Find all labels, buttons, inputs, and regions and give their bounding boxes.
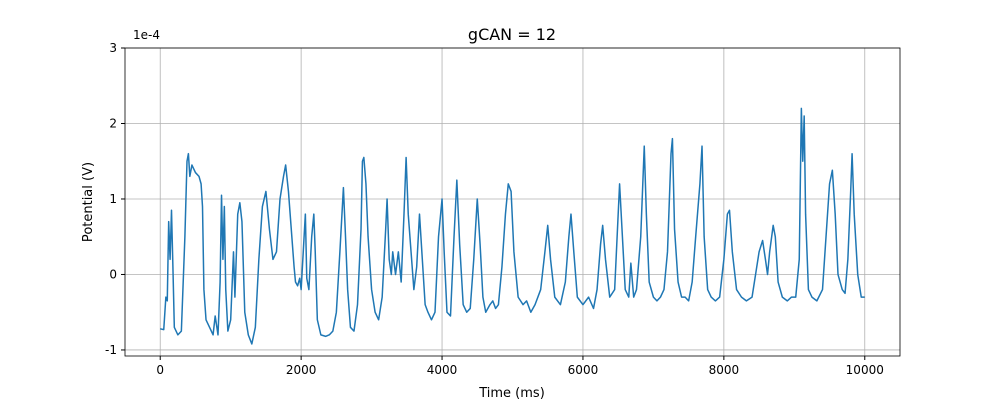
y-offset-label: 1e-4 (133, 28, 160, 42)
x-tick-label: 8000 (709, 363, 740, 377)
y-tick-label: 2 (109, 116, 117, 130)
x-axis-label: Time (ms) (478, 386, 545, 400)
x-tick-label: 10000 (846, 363, 884, 377)
x-tick-label: 2000 (286, 363, 317, 377)
y-tick-label: 0 (109, 267, 117, 281)
x-tick-label: 4000 (427, 363, 458, 377)
x-tick-label: 6000 (568, 363, 599, 377)
y-tick-label: 1 (109, 192, 117, 206)
y-axis-label: Potential (V) (81, 162, 96, 242)
plot-frame (124, 47, 901, 357)
y-tick-label: -1 (105, 343, 117, 357)
y-tick-label: 3 (109, 41, 117, 55)
line (160, 107, 865, 345)
chart-title: gCAN = 12 (468, 25, 556, 44)
x-tick-label: 0 (156, 363, 164, 377)
